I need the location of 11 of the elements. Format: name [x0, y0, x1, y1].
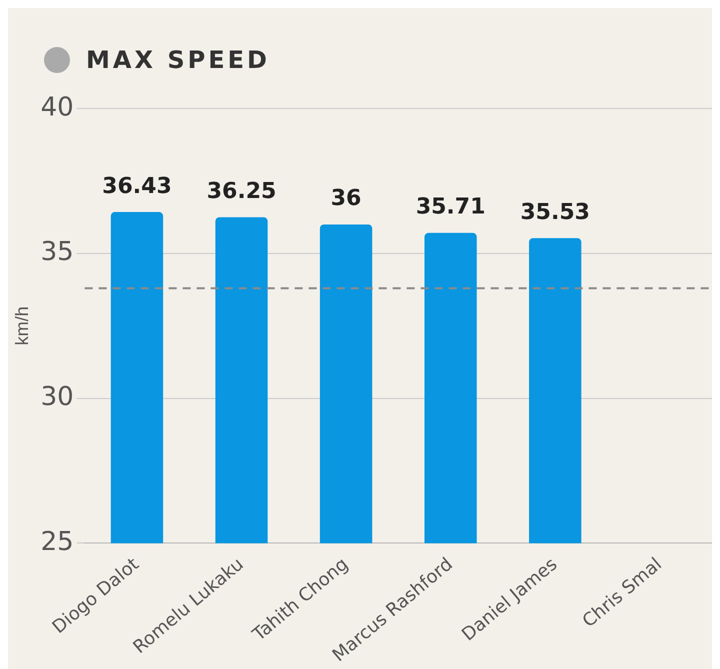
y-axis-title: km/h — [12, 306, 32, 346]
y-tick-label: 35 — [40, 237, 74, 268]
data-label: 36.43 — [102, 174, 172, 199]
data-label: 36.25 — [206, 178, 276, 204]
data-label: 36 — [330, 186, 362, 212]
chart-title: MAX SPEED — [86, 46, 270, 74]
y-tick-label: 25 — [40, 526, 74, 557]
y-tick-label: 40 — [40, 92, 74, 122]
data-label: 35.53 — [520, 200, 590, 225]
data-label: 35.71 — [416, 194, 486, 220]
y-tick-label: 30 — [40, 382, 74, 412]
